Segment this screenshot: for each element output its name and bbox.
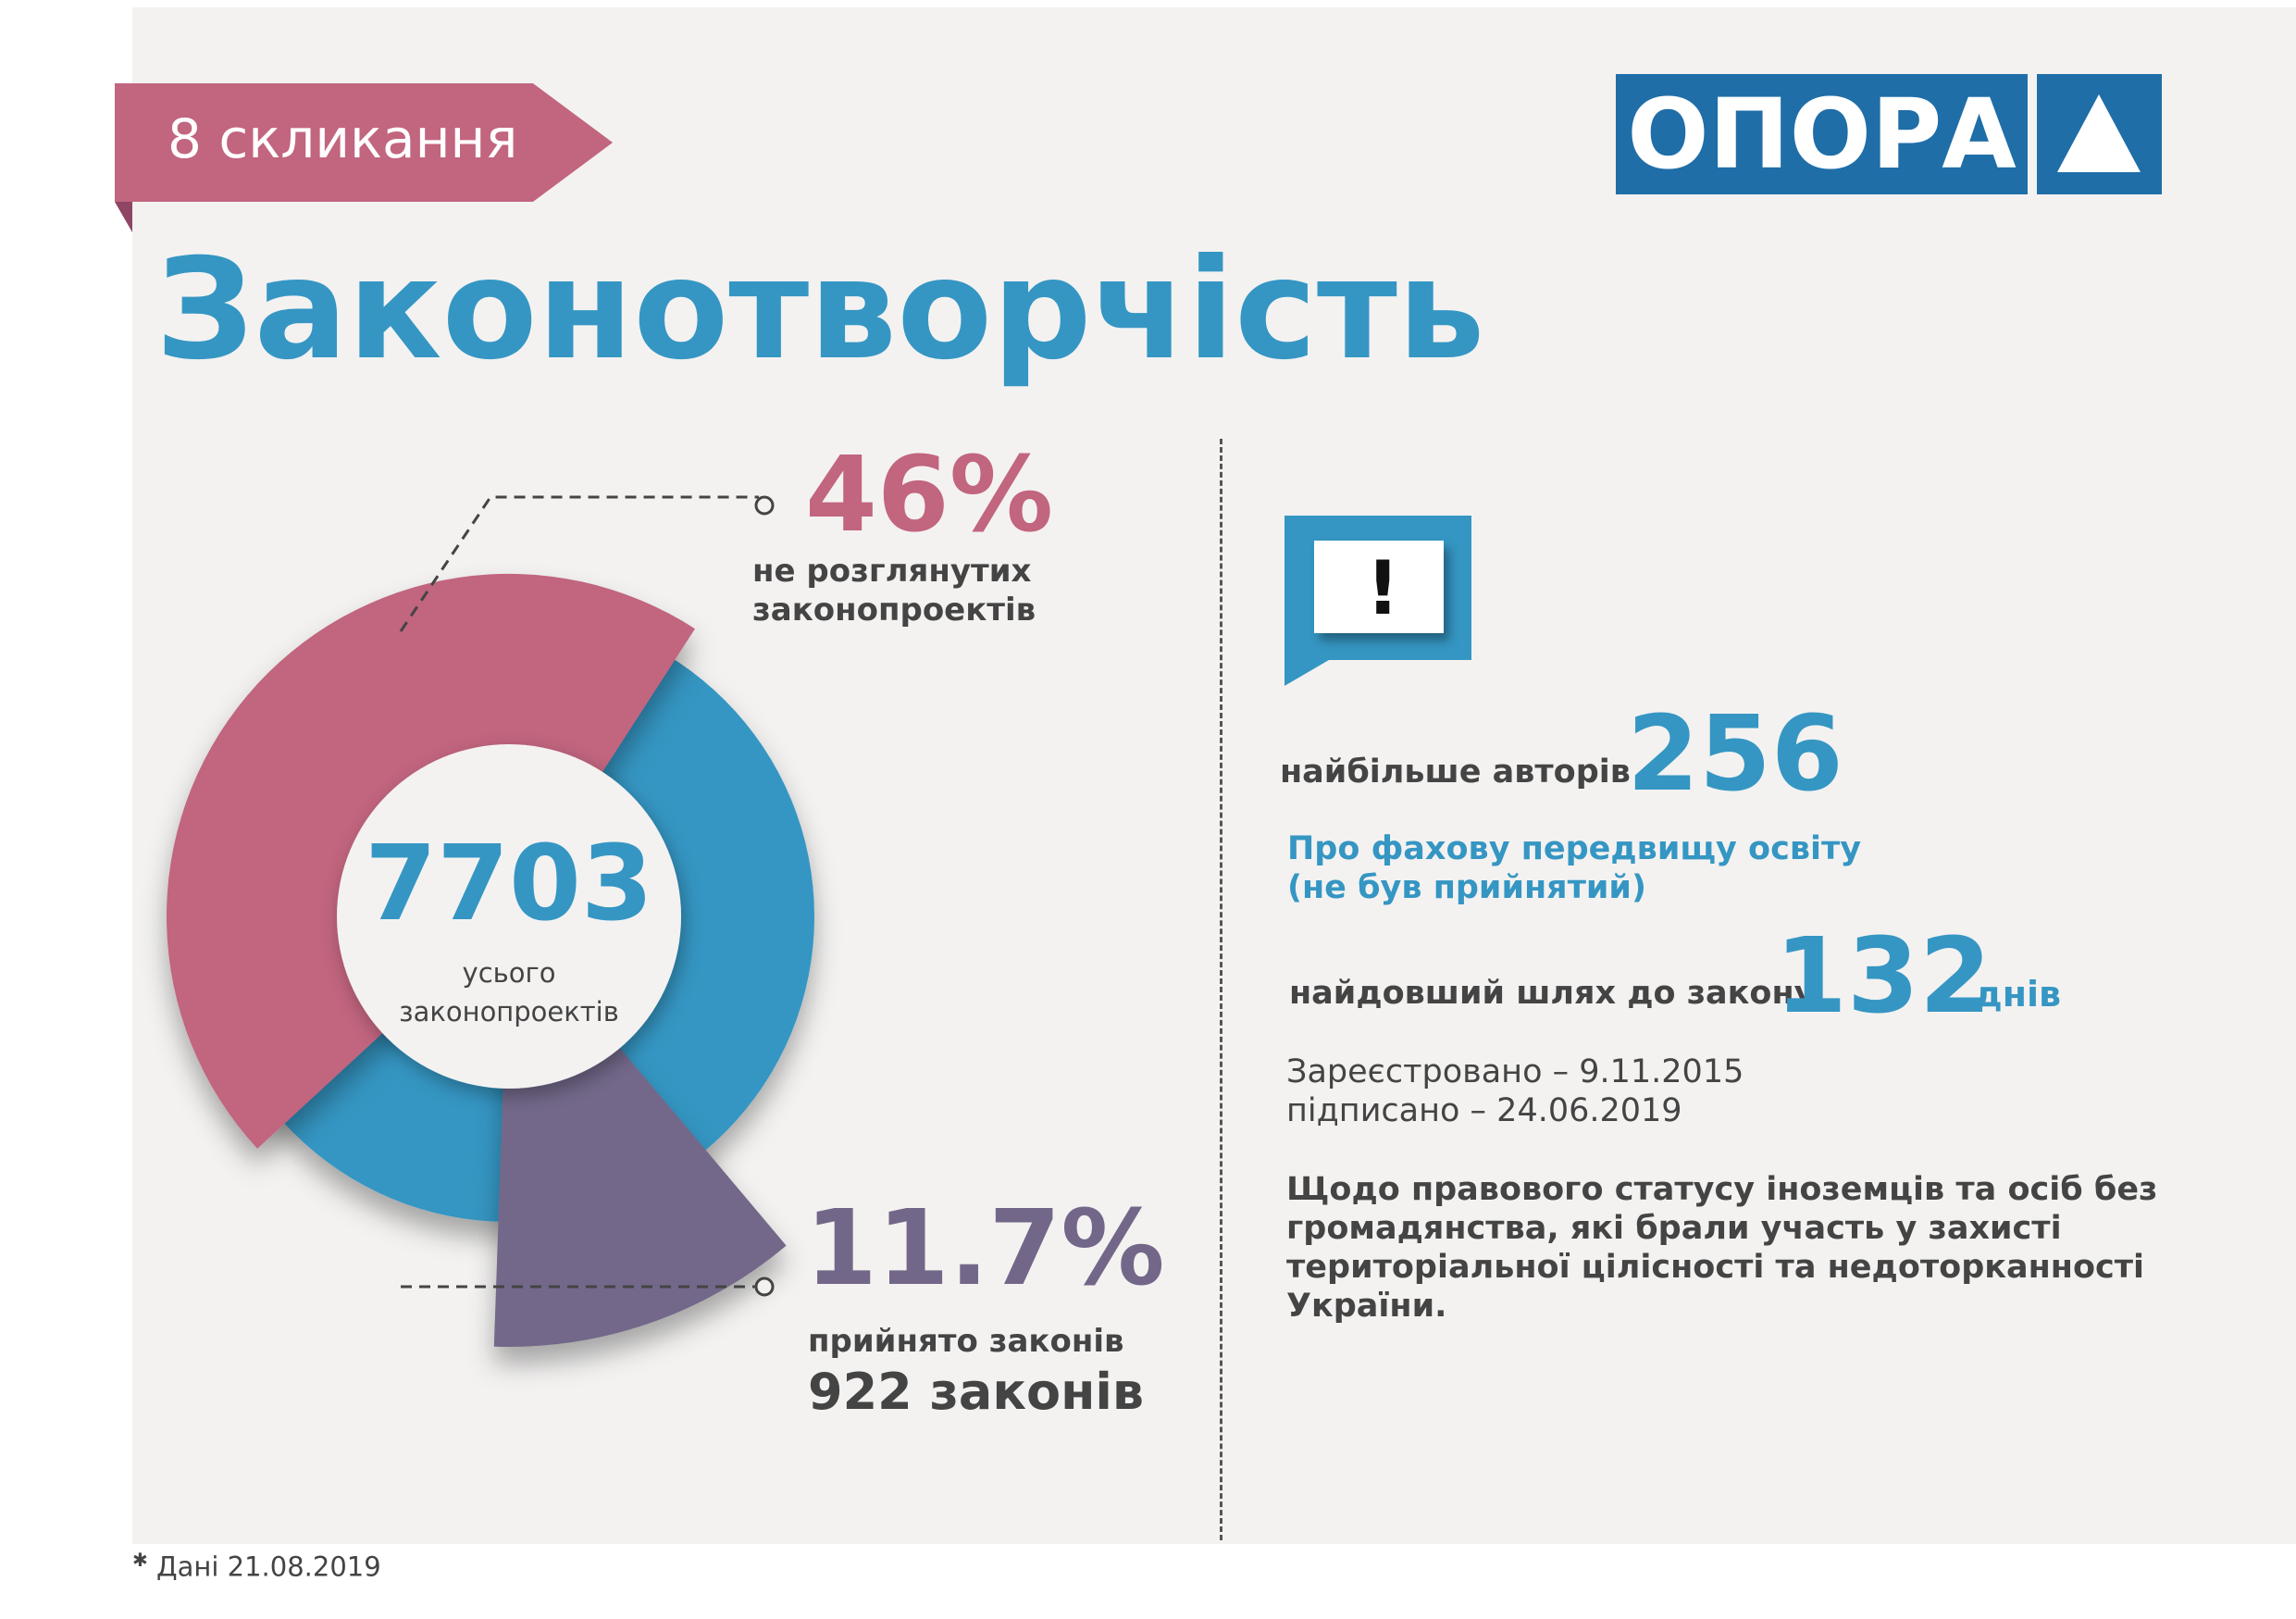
registered-date: Зареєстровано – 9.11.2015: [1286, 1053, 1744, 1090]
law-desc-line3: територіальної цілісності та недоторканн…: [1286, 1249, 2145, 1286]
adopted-percent: 11.7%: [805, 1189, 1165, 1309]
leader-dot-not-considered: [754, 495, 775, 516]
convocation-ribbon: [115, 83, 613, 202]
not-considered-label-line2: законопроектів: [752, 592, 1036, 629]
page-title: Законотворчість: [155, 230, 1485, 391]
total-label-line1: усього: [462, 957, 556, 989]
alert-bubble-tail: [1285, 660, 1329, 686]
ribbon-fold: [115, 202, 132, 232]
adopted-label: прийнято законів: [808, 1323, 1124, 1360]
leader-line-not-considered: [399, 495, 759, 632]
total-label-line2: законопроектів: [399, 996, 619, 1027]
law-desc-line4: України.: [1286, 1288, 1447, 1325]
exclamation-icon: !: [1366, 545, 1400, 631]
law-desc-line1: Щодо правового статусу іноземців та осіб…: [1286, 1171, 2158, 1208]
total-bills-value: 7703: [365, 824, 653, 944]
bill-name-line1: Про фахову передвищу освіту: [1287, 830, 1862, 867]
longest-path-unit: днів: [1974, 974, 2062, 1015]
footnote: ✱ Дані 21.08.2019: [132, 1541, 381, 1586]
most-authors-label: найбільше авторів: [1280, 753, 1631, 791]
convocation-label: 8 скликання: [168, 107, 518, 170]
opora-logo: ОПОРА: [1616, 74, 2162, 194]
logo-wordmark: ОПОРА: [1616, 74, 2028, 194]
not-considered-percent: 46%: [805, 435, 1054, 555]
donut-center-circle: [337, 744, 681, 1089]
total-bills-label: усього законопроектів: [352, 953, 666, 1031]
law-desc-line2: громадянства, які брали участь у захисті: [1286, 1210, 2062, 1247]
signed-date: підписано – 24.06.2019: [1286, 1092, 1682, 1129]
not-considered-label-line1: не розглянутих: [752, 553, 1032, 590]
leader-dot-adopted: [754, 1277, 775, 1297]
alert-card: [1314, 541, 1444, 633]
adopted-laws-count: 922 законів: [808, 1363, 1145, 1421]
footnote-text: Дані 21.08.2019: [155, 1551, 381, 1583]
vertical-divider: [1220, 439, 1222, 1540]
longest-path-label: найдовший шлях до закону: [1289, 975, 1816, 1012]
most-authors-value: 256: [1627, 694, 1843, 815]
asterisk-icon: ✱: [132, 1549, 148, 1571]
longest-path-value: 132: [1775, 916, 1992, 1037]
logo-triangle-icon: [2037, 74, 2162, 194]
bill-name-line2: (не був прийнятий): [1287, 869, 1646, 906]
